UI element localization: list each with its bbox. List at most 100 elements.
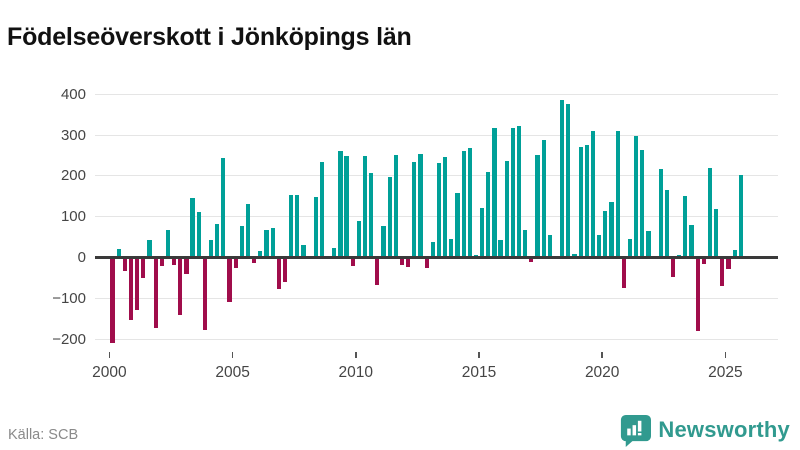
bar	[295, 195, 300, 258]
bar	[529, 257, 534, 262]
bar	[270, 227, 275, 258]
bar	[498, 239, 503, 258]
bar	[178, 257, 183, 316]
bar	[566, 103, 571, 258]
bar	[473, 254, 479, 258]
bar	[695, 257, 700, 332]
x-axis-tick-label: 2025	[708, 364, 743, 381]
bar	[159, 257, 164, 267]
bar	[252, 257, 257, 264]
gridline	[95, 297, 778, 299]
bar	[362, 155, 368, 258]
bar	[147, 239, 152, 258]
bar	[245, 204, 251, 258]
bar	[430, 241, 435, 258]
bar	[141, 257, 146, 279]
bar	[615, 131, 620, 258]
bar	[578, 146, 583, 258]
bar	[683, 195, 688, 258]
bar	[116, 248, 121, 258]
bar	[239, 226, 244, 258]
bar	[516, 125, 522, 258]
bar	[467, 148, 472, 258]
bar	[128, 257, 134, 320]
bar	[356, 220, 361, 258]
y-axis-tick-label: 300	[60, 126, 86, 144]
bar	[344, 155, 349, 258]
bar	[486, 172, 491, 258]
gridline	[95, 175, 778, 177]
bar	[664, 189, 669, 258]
bar	[153, 257, 158, 329]
bar	[701, 257, 706, 265]
bar	[350, 257, 355, 267]
bar	[387, 177, 392, 258]
bar	[443, 156, 448, 258]
bar	[338, 151, 343, 258]
bar	[504, 160, 509, 258]
bar	[449, 239, 454, 258]
bar	[658, 169, 663, 258]
y-axis-tick-label: 200	[60, 167, 86, 185]
gridline	[95, 134, 778, 136]
bar	[381, 226, 386, 258]
page-title: Födelseöverskott i Jönköpings län	[7, 22, 412, 51]
bar	[603, 211, 608, 258]
bar	[535, 154, 540, 258]
bar	[332, 248, 337, 258]
birth-surplus-bar-chart: 400 300 200 100 0 −100 −200 2000 2005 2010 2015 202…	[52, 86, 778, 381]
bar	[597, 235, 602, 258]
bar	[726, 257, 731, 270]
bar	[707, 168, 713, 258]
bar	[590, 131, 596, 258]
bar	[492, 127, 497, 258]
bar	[233, 257, 238, 269]
bar	[541, 139, 546, 258]
bar	[738, 175, 743, 258]
bar	[572, 254, 577, 258]
bar	[627, 239, 633, 258]
bar	[215, 224, 220, 258]
bar	[202, 257, 207, 330]
bar	[461, 150, 466, 258]
bar	[424, 257, 429, 269]
x-axis-tick-label: 2005	[215, 364, 250, 381]
brand-name: Newsworthy	[658, 417, 790, 442]
bar	[689, 224, 694, 258]
y-axis-tick-label: −100	[52, 289, 86, 307]
bar	[221, 157, 226, 258]
bar	[510, 127, 515, 258]
x-axis-tick	[231, 352, 234, 358]
x-axis-tick	[355, 352, 357, 358]
bar	[418, 154, 423, 258]
y-axis-tick-label: −200	[52, 330, 86, 348]
bar	[301, 244, 306, 258]
bar	[399, 257, 405, 265]
x-axis-tick	[108, 352, 111, 358]
bar	[609, 202, 614, 258]
bar	[319, 162, 325, 258]
bar	[227, 257, 232, 302]
x-axis-tick	[724, 352, 727, 358]
bar	[560, 99, 565, 258]
zero-axis-line	[95, 256, 778, 259]
bar	[110, 257, 115, 344]
bar	[634, 136, 639, 258]
bar	[584, 144, 589, 258]
bar	[480, 208, 485, 258]
x-axis-tick-label: 2020	[584, 364, 620, 381]
bar	[190, 198, 195, 258]
x-axis-tick-label: 2015	[461, 364, 497, 381]
source-text: Källa: SCB	[8, 427, 79, 443]
y-axis-tick-label: 0	[77, 249, 86, 266]
bar	[282, 257, 288, 283]
x-axis-tick	[478, 352, 480, 358]
bar	[393, 155, 398, 258]
x-axis-tick	[601, 352, 603, 358]
gridline	[95, 216, 778, 218]
bar	[184, 257, 189, 274]
bar	[289, 194, 294, 258]
bar	[714, 208, 719, 258]
bar	[412, 162, 417, 258]
gridline	[95, 338, 778, 340]
